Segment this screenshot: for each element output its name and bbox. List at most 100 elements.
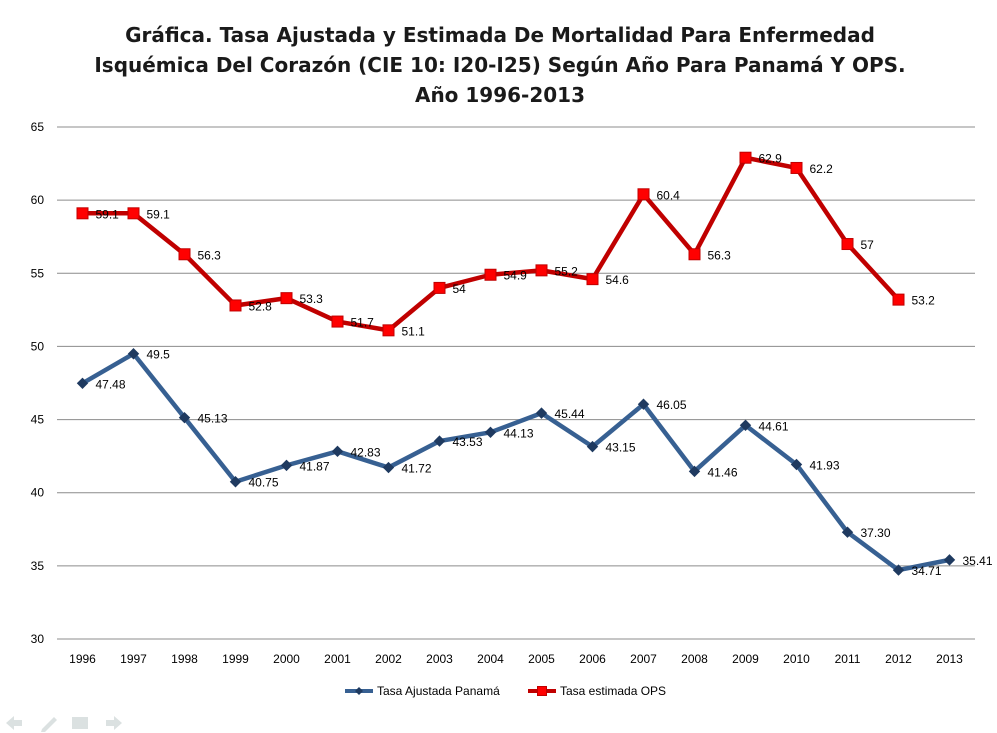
data-point-diamond <box>739 419 752 431</box>
data-point-square <box>127 207 140 220</box>
data-label: 52.8 <box>249 299 273 313</box>
data-point-square <box>586 273 599 286</box>
data-label: 59.1 <box>147 207 171 221</box>
data-label: 57 <box>861 238 875 252</box>
data-label: 51.1 <box>402 324 426 338</box>
x-tick-label: 2002 <box>375 652 402 666</box>
data-point-square <box>790 161 803 174</box>
data-label: 46.05 <box>657 398 687 412</box>
series-line-1 <box>82 155 901 333</box>
x-tick-label: 2012 <box>885 652 912 666</box>
chart-title-line-3: Año 1996-2013 <box>414 83 586 107</box>
data-point-square <box>688 248 701 261</box>
data-labels: 47.48 49.5 45.13 40.75 41.87 42.83 41.72 43.53 4… <box>96 152 993 578</box>
data-label: 62.2 <box>810 162 834 176</box>
data-point-square <box>892 293 905 306</box>
data-point-square <box>484 268 497 281</box>
series-group <box>76 151 956 576</box>
data-label: 43.15 <box>606 441 636 455</box>
pen-icon[interactable] <box>41 717 57 732</box>
data-point-square <box>76 207 89 220</box>
data-label: 54 <box>453 282 467 296</box>
data-point-square <box>178 248 191 261</box>
prev-arrow-icon[interactable] <box>6 716 22 730</box>
data-label: 59.1 <box>96 207 120 221</box>
data-point-square <box>229 299 242 312</box>
data-point-diamond <box>637 398 650 410</box>
y-tick-label: 50 <box>31 339 45 353</box>
menu-icon[interactable] <box>72 717 88 729</box>
data-point-diamond <box>892 564 905 576</box>
x-tick-label: 2007 <box>630 652 657 666</box>
data-point-diamond <box>790 458 803 471</box>
data-point-diamond <box>382 461 395 474</box>
data-point-diamond <box>178 411 191 424</box>
data-point-diamond <box>280 459 293 472</box>
data-label: 53.2 <box>912 294 936 308</box>
data-point-diamond <box>229 476 242 488</box>
data-point-square <box>433 281 446 294</box>
data-point-diamond <box>331 445 344 458</box>
data-label: 41.72 <box>402 462 432 476</box>
x-tick-label: 1999 <box>222 652 249 666</box>
legend-marker <box>355 687 363 695</box>
data-point-square <box>637 188 650 201</box>
data-point-square <box>280 292 293 305</box>
series-line-0 <box>81 351 950 573</box>
data-point-diamond <box>586 440 599 453</box>
data-point-square <box>739 151 752 164</box>
data-label: 51.7 <box>351 316 375 330</box>
y-tick-label: 35 <box>31 559 45 573</box>
data-label: 42.83 <box>351 445 381 459</box>
legend-marker <box>537 686 547 696</box>
data-label: 44.13 <box>504 426 534 440</box>
data-point-diamond <box>688 465 701 478</box>
data-label: 47.48 <box>96 377 126 391</box>
data-label: 54.9 <box>504 269 528 283</box>
legend: Tasa Ajustada Panamá Tasa estimada OPS <box>345 684 666 698</box>
x-tick-label: 2009 <box>732 652 759 666</box>
x-tick-label: 2004 <box>477 652 504 666</box>
data-label: 34.71 <box>912 564 942 578</box>
data-label: 41.93 <box>810 458 840 472</box>
chart-title-line-1: Gráfica. Tasa Ajustada y Estimada De Mor… <box>125 23 875 47</box>
data-label: 40.75 <box>249 476 279 490</box>
data-point-diamond <box>127 348 140 360</box>
data-point-diamond <box>433 435 446 447</box>
data-label: 60.4 <box>657 188 681 202</box>
x-tick-label: 1998 <box>171 652 198 666</box>
data-label: 49.5 <box>147 348 171 362</box>
chart-title: Gráfica. Tasa Ajustada y Estimada De Mor… <box>0 20 997 110</box>
y-tick-label: 65 <box>31 120 45 134</box>
x-tick-label: 2011 <box>835 652 861 666</box>
y-tick-label: 40 <box>31 486 45 500</box>
data-label: 62.9 <box>759 152 783 166</box>
x-tick-label: 2006 <box>579 652 606 666</box>
x-axis-ticks: 1996 1997 1998 1999 2000 2001 2002 2003 2004 2005… <box>69 652 963 666</box>
data-point-square <box>382 324 395 337</box>
data-label: 54.6 <box>606 273 630 287</box>
slide-nav-controls[interactable] <box>4 714 124 732</box>
x-tick-label: 2010 <box>783 652 810 666</box>
data-point-diamond <box>484 426 497 439</box>
data-label: 45.44 <box>555 407 585 421</box>
data-label: 35.41 <box>963 554 993 568</box>
data-point-diamond <box>841 526 854 538</box>
y-tick-label: 45 <box>31 413 45 427</box>
data-label: 56.3 <box>198 248 222 262</box>
data-point-square <box>535 264 548 277</box>
data-label: 37.30 <box>861 526 891 540</box>
data-label: 41.46 <box>708 465 738 479</box>
data-label: 41.87 <box>300 459 330 473</box>
data-label: 55.2 <box>555 264 579 278</box>
x-tick-label: 2005 <box>528 652 555 666</box>
y-axis-ticks: 30 35 40 45 50 55 60 65 <box>31 120 45 646</box>
data-point-square <box>841 238 854 251</box>
y-tick-label: 60 <box>31 193 45 207</box>
x-tick-label: 1996 <box>69 652 96 666</box>
data-point-diamond <box>76 377 89 390</box>
next-arrow-icon[interactable] <box>106 716 122 730</box>
x-tick-label: 2000 <box>273 652 300 666</box>
data-point-diamond <box>943 554 956 566</box>
